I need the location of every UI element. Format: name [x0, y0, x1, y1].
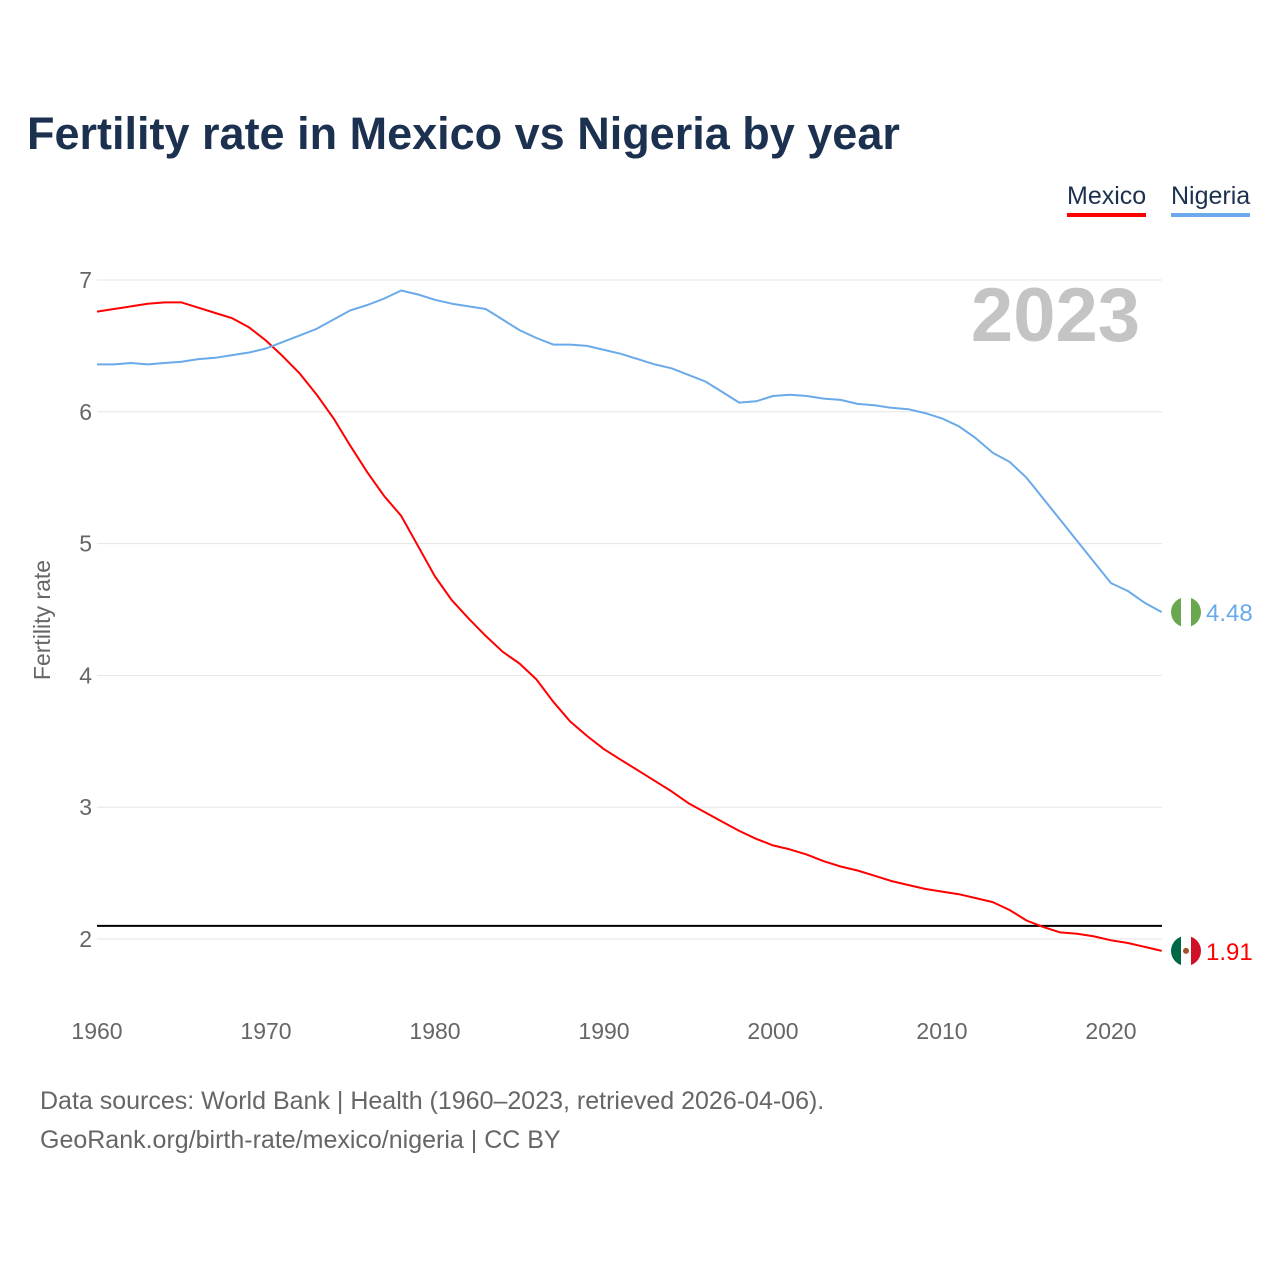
chart-title: Fertility rate in Mexico vs Nigeria by y…	[27, 108, 900, 159]
x-tick-label: 1970	[240, 1018, 291, 1044]
flag-mexico-icon	[1171, 935, 1201, 966]
y-tick-label: 6	[79, 399, 92, 425]
x-tick-label: 2020	[1085, 1018, 1136, 1044]
end-value-label: 1.91	[1206, 939, 1253, 966]
flag-stripe	[1191, 935, 1201, 966]
flag-stripe	[1181, 597, 1191, 628]
legend-mexico[interactable]: Mexico	[1067, 182, 1147, 217]
y-tick-label: 7	[79, 267, 92, 293]
x-tick-label: 1980	[409, 1018, 460, 1044]
source-link[interactable]: GeoRank.org/birth-rate/mexico/nigeria | …	[40, 1126, 561, 1154]
series-line-mexico	[96, 301, 1162, 952]
flag-emblem	[1183, 947, 1189, 954]
x-tick-label: 2000	[747, 1018, 798, 1044]
y-tick-label: 3	[79, 794, 92, 820]
flag-stripe	[1171, 597, 1181, 628]
y-tick-label: 4	[79, 662, 92, 688]
flag-nigeria-icon	[1171, 597, 1201, 628]
year-label: 2023	[971, 273, 1140, 358]
x-tick-label: 2010	[916, 1018, 967, 1044]
legend-nigeria[interactable]: Nigeria	[1171, 182, 1251, 217]
flag-stripe	[1191, 597, 1201, 628]
y-tick-label: 5	[79, 531, 92, 557]
series-line-nigeria	[97, 289, 1163, 613]
source-note: Data sources: World Bank | Health (1960–…	[40, 1087, 825, 1115]
x-tick-label: 1960	[71, 1018, 122, 1044]
end-value-label: 4.48	[1206, 600, 1253, 627]
y-axis-label: Fertility rate	[29, 560, 55, 680]
flag-stripe	[1171, 935, 1181, 966]
y-tick-label: 2	[79, 926, 92, 952]
x-tick-label: 1990	[578, 1018, 629, 1044]
